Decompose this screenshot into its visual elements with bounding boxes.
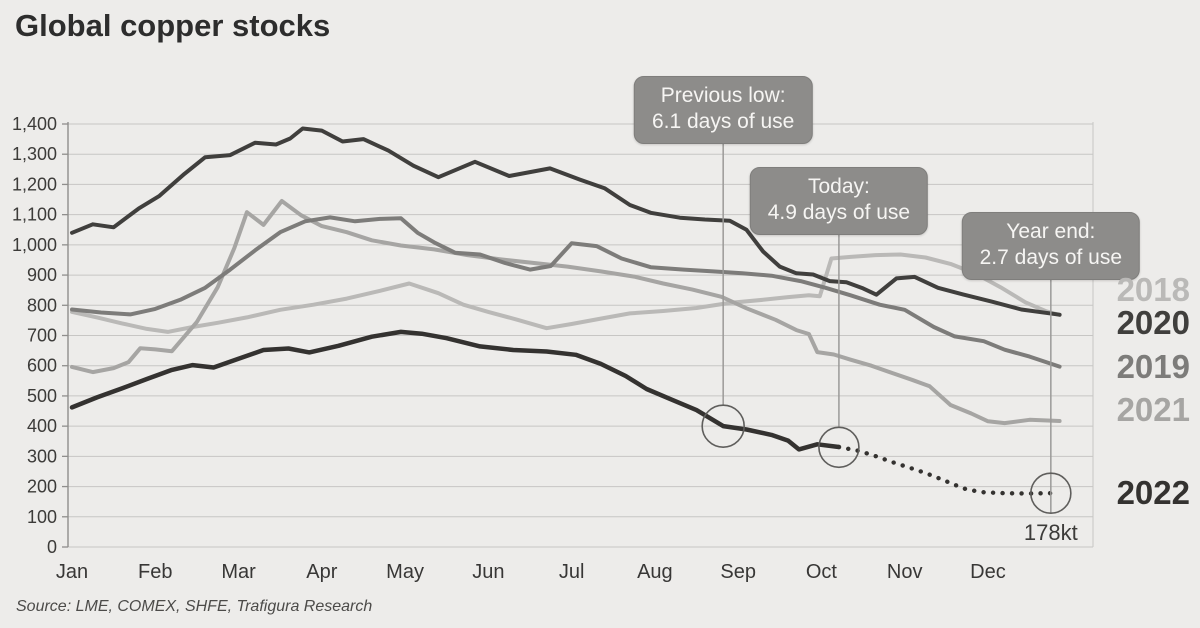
y-axis-label-0: 0 — [47, 537, 57, 557]
year-label-2019: 2019 — [1116, 348, 1190, 385]
x-axis-label-nov: Nov — [887, 561, 923, 583]
y-axis-label-300: 300 — [27, 446, 57, 466]
source-note: Source: LME, COMEX, SHFE, Trafigura Rese… — [16, 598, 373, 615]
series-line-2019 — [70, 215, 1062, 369]
y-axis-label-1400: 1,400 — [12, 114, 57, 134]
y-axis-label-900: 900 — [27, 265, 57, 285]
annotation-previous-low-title: Previous low: — [660, 84, 786, 107]
y-axis-label-800: 800 — [27, 295, 57, 315]
year-label-2018: 2018 — [1116, 271, 1190, 308]
x-axis-label-dec: Dec — [970, 561, 1006, 583]
y-axis-label-500: 500 — [27, 386, 57, 406]
y-axis-label-1300: 1,300 — [12, 144, 57, 164]
x-axis-label-mar: Mar — [221, 561, 256, 583]
x-axis-label-feb: Feb — [138, 561, 172, 583]
y-axis-label-700: 700 — [27, 326, 57, 346]
x-axis-label-may: May — [386, 561, 424, 583]
page-title: Global copper stocks — [15, 8, 331, 43]
y-axis-label-100: 100 — [27, 507, 57, 527]
year-label-2021: 2021 — [1116, 391, 1190, 428]
series-line-2018 — [70, 252, 1062, 334]
annotation-circle-today — [818, 426, 860, 469]
annotation-circle-year-end — [1030, 472, 1072, 515]
annotation-today: Today: 4.9 days of use — [749, 167, 929, 235]
end-value-label: 178kt — [1023, 520, 1078, 545]
annotation-previous-low: Previous low: 6.1 days of use — [633, 76, 813, 144]
y-axis-label-400: 400 — [27, 416, 57, 436]
y-axis-label-200: 200 — [27, 477, 57, 497]
annotation-previous-low-value: 6.1 days of use — [651, 110, 795, 133]
y-axis-label-1200: 1,200 — [12, 174, 57, 194]
annotation-year-end: Year end: 2.7 days of use — [961, 212, 1141, 280]
x-axis-label-jul: Jul — [559, 561, 585, 583]
annotation-year-end-value: 2.7 days of use — [979, 246, 1123, 269]
annotation-year-end-title: Year end: — [1006, 220, 1096, 243]
x-axis-label-jun: Jun — [472, 561, 504, 583]
x-axis-label-oct: Oct — [806, 561, 838, 583]
y-axis-label-1000: 1,000 — [12, 235, 57, 255]
annotation-today-value: 4.9 days of use — [767, 201, 911, 224]
series-line-2020 — [70, 126, 1062, 317]
x-axis-label-jan: Jan — [56, 561, 88, 583]
x-axis-label-sep: Sep — [720, 561, 756, 583]
year-label-2020: 2020 — [1116, 304, 1190, 341]
y-axis-label-1100: 1,100 — [12, 205, 57, 225]
year-label-2022: 2022 — [1116, 474, 1190, 511]
y-axis-label-600: 600 — [27, 356, 57, 376]
annotation-today-title: Today: — [807, 175, 870, 198]
series-line-2021 — [70, 199, 1062, 426]
annotation-circle-previous-low — [701, 404, 745, 448]
x-axis-label-apr: Apr — [306, 561, 337, 583]
x-axis-label-aug: Aug — [637, 561, 673, 583]
series-line-2022 — [69, 329, 842, 452]
series-line-2022-projection — [836, 444, 1054, 496]
